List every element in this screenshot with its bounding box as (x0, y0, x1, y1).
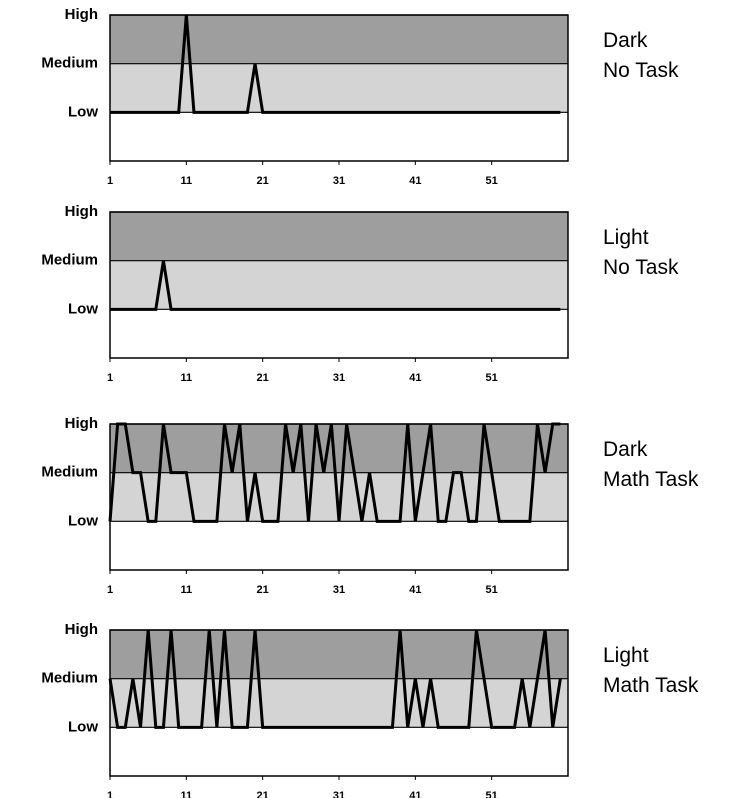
level-band (110, 260, 568, 310)
data-line (108, 629, 562, 729)
y-tick-label: High (65, 203, 98, 220)
panel-title-line: Dark (603, 29, 648, 52)
x-tick-label: 51 (486, 175, 498, 187)
x-tick-label: 21 (257, 175, 269, 187)
plot-frame (109, 211, 569, 359)
x-tick-label: 51 (486, 584, 498, 596)
y-tick-label: High (65, 6, 98, 23)
x-tick-label: 31 (333, 175, 345, 187)
panel-title-line: No Task (603, 256, 679, 279)
plot-frame (109, 423, 569, 571)
panel-title-line: Light (603, 226, 649, 249)
x-tick-label: 41 (409, 175, 421, 187)
x-tick-label: 31 (333, 790, 345, 798)
x-tick-label: 51 (486, 790, 498, 798)
level-band (110, 112, 568, 161)
x-tick-label: 31 (333, 584, 345, 596)
level-band (110, 15, 568, 64)
x-tick-label: 41 (409, 372, 421, 384)
y-tick-label: Low (68, 300, 98, 317)
y-tick-label: Low (68, 718, 98, 735)
panel-title-line: Math Task (603, 468, 699, 491)
data-line (110, 260, 561, 311)
x-tick-label: 11 (181, 790, 193, 798)
level-band (110, 63, 568, 113)
y-tick-label: High (65, 621, 98, 638)
x-tick-label: 1 (107, 584, 113, 596)
x-tick-label: 21 (257, 790, 269, 798)
y-tick-label: High (65, 415, 98, 432)
panel-title: Dark No Task (603, 29, 679, 82)
y-tick-label: Medium (41, 464, 98, 481)
y-tick-label: Low (68, 512, 98, 529)
plot-frame (109, 14, 569, 162)
panel-title-line: Dark (603, 438, 648, 461)
x-tick-label: 31 (333, 372, 345, 384)
x-tick-label: 41 (409, 584, 421, 596)
x-tick-label: 1 (107, 790, 113, 798)
data-line (108, 422, 561, 523)
plot-frame (109, 629, 569, 777)
x-tick-label: 11 (181, 372, 193, 384)
x-tick-label: 21 (257, 372, 269, 384)
panel-title: Light Math Task (603, 644, 699, 697)
panel-title: Dark Math Task (603, 438, 699, 491)
level-band (110, 309, 568, 358)
panel-title-line: Math Task (603, 674, 699, 697)
level-band (110, 212, 568, 261)
x-tick-label: 21 (257, 584, 269, 596)
y-tick-label: Low (68, 103, 98, 120)
x-tick-label: 1 (107, 175, 113, 187)
x-tick-label: 11 (181, 584, 193, 596)
data-line (110, 14, 561, 114)
panel-title-line: Light (603, 644, 649, 667)
level-band (110, 727, 568, 776)
y-tick-label: Medium (41, 252, 98, 269)
x-tick-label: 51 (486, 372, 498, 384)
panel-title: Light No Task (603, 226, 679, 279)
level-band (110, 630, 568, 679)
x-tick-label: 41 (409, 790, 421, 798)
x-tick-label: 1 (107, 372, 113, 384)
y-tick-label: Medium (41, 55, 98, 72)
panel-title-line: No Task (603, 59, 679, 82)
level-band (110, 424, 568, 473)
x-tick-label: 11 (181, 175, 193, 187)
y-tick-label: Medium (41, 670, 98, 687)
level-band (110, 521, 568, 570)
